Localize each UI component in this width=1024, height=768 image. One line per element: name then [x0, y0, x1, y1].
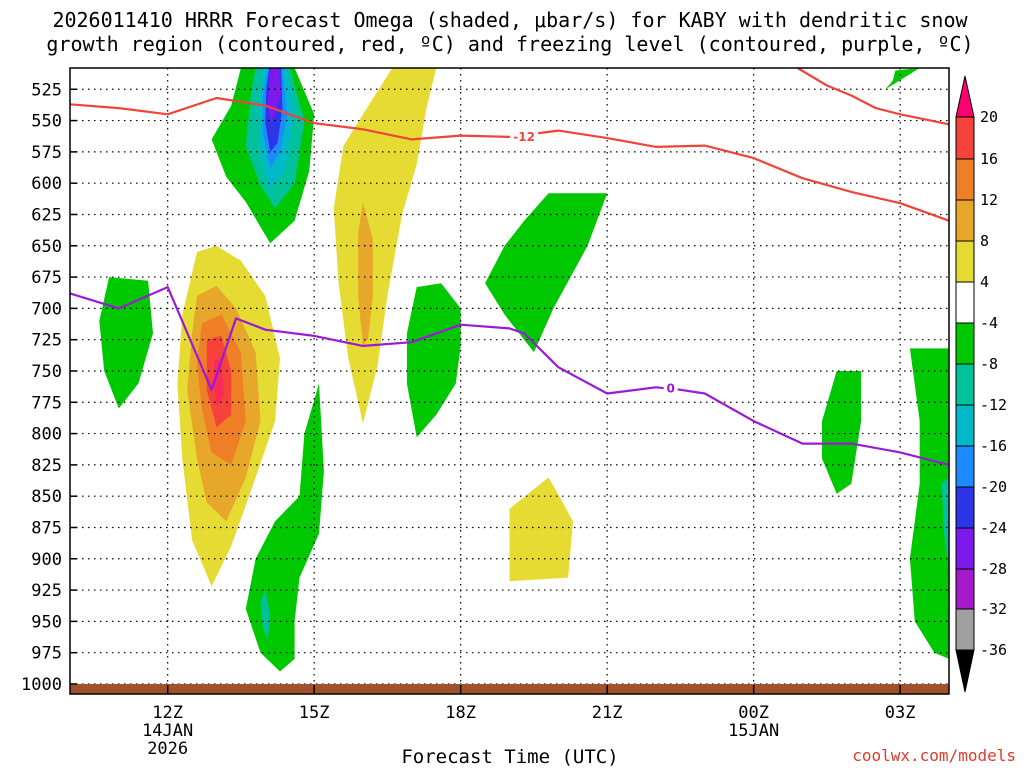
- colorbar-segment: [955, 158, 975, 201]
- omega-shading: [99, 68, 949, 672]
- y-tick-label: 750: [31, 362, 62, 382]
- contours: [69, 67, 950, 466]
- colorbar-top-arrow: [955, 75, 975, 118]
- x-tick-label: 18Z: [445, 703, 476, 723]
- y-tick-label: 925: [31, 581, 62, 601]
- x-tick-label: 12Z: [152, 703, 183, 723]
- y-tick-label: 975: [31, 644, 62, 664]
- contour-line-2: [797, 67, 950, 126]
- colorbar-label: -8: [980, 355, 998, 373]
- credit-link[interactable]: coolwx.com/models: [852, 746, 1016, 765]
- y-tick-label: 675: [31, 268, 62, 288]
- omega-region-7: [358, 202, 373, 346]
- colorbar: 20 16 12 8 4 -4 -8 -12 -16 -20 -24 -28 -32 -36: [955, 75, 1007, 693]
- colorbar-label: 12: [980, 191, 998, 209]
- colorbar-segment: [955, 199, 975, 242]
- x-tick-date-label: 15JAN: [728, 721, 779, 741]
- y-tick-label: 700: [31, 299, 62, 319]
- contour-labels: -12 0: [510, 129, 678, 396]
- colorbar-label: -12: [980, 396, 1007, 414]
- x-tick-label: 00Z: [738, 703, 769, 723]
- y-tick-label: 600: [31, 174, 62, 194]
- omega-region-20: [885, 68, 920, 90]
- y-tick-label: 650: [31, 237, 62, 257]
- chart-title-line-2: growth region (contoured, red, ºC) and f…: [46, 32, 973, 56]
- y-tick-label: 575: [31, 143, 62, 163]
- colorbar-label: -4: [980, 314, 998, 332]
- y-tick-label: 525: [31, 80, 62, 100]
- omega-region-21: [909, 348, 949, 659]
- y-tick-label: 850: [31, 487, 62, 507]
- y-tick-label: 875: [31, 518, 62, 538]
- contour-line-1: [69, 286, 950, 466]
- contour-label-bg: [663, 381, 678, 396]
- colorbar-label: -32: [980, 600, 1007, 618]
- y-tick-label: 900: [31, 550, 62, 570]
- x-axis-title: Forecast Time (UTC): [401, 746, 618, 768]
- contour-line-0: [69, 96, 950, 222]
- plot-frame: [69, 67, 950, 695]
- colorbar-label: -20: [980, 478, 1007, 496]
- colorbar-bottom-arrow: [955, 649, 975, 693]
- omega-region-22: [941, 477, 949, 572]
- y-axis: 525 550 575 600 625 650 675 700 725 750 775 800 825 8…: [21, 80, 77, 695]
- y-tick-label: 1000: [21, 675, 62, 695]
- dgz-contour-label: -12: [513, 130, 535, 144]
- freezing-contour-label: 0: [666, 382, 674, 396]
- x-tick-label: 03Z: [885, 703, 916, 723]
- y-tick-label: 950: [31, 612, 62, 632]
- colorbar-segment: [955, 116, 975, 160]
- contour-label-bg: [510, 129, 539, 144]
- colorbar-segment: [955, 568, 975, 610]
- omega-region-15: [260, 590, 271, 641]
- colorbar-segment: [955, 363, 975, 406]
- y-tick-label: 550: [31, 112, 62, 132]
- y-tick-label: 625: [31, 205, 62, 225]
- omega-region-6: [333, 68, 437, 424]
- y-tick-label: 825: [31, 456, 62, 476]
- colorbar-segment: [955, 486, 975, 529]
- colorbar-segment: [955, 281, 975, 324]
- omega-region-5: [267, 68, 281, 124]
- y-tick-label: 775: [31, 393, 62, 413]
- omega-region-8: [99, 277, 153, 409]
- colorbar-segment: [955, 445, 975, 488]
- grid: [70, 68, 949, 694]
- colorbar-label: -36: [980, 641, 1007, 659]
- colorbar-segment: [955, 240, 975, 283]
- colorbar-label: -28: [980, 560, 1007, 578]
- y-tick-label: 725: [31, 331, 62, 351]
- colorbar-label: 8: [980, 232, 989, 250]
- omega-region-13: [214, 358, 224, 406]
- colorbar-label: -24: [980, 519, 1007, 537]
- omega-region-16: [485, 193, 608, 353]
- colorbar-label: -16: [980, 437, 1007, 455]
- colorbar-label: 4: [980, 273, 989, 291]
- y-tick-label: 800: [31, 425, 62, 445]
- omega-region-17: [406, 283, 461, 438]
- colorbar-segment: [955, 608, 975, 651]
- ground-surface: [70, 684, 949, 694]
- colorbar-segment: [955, 527, 975, 570]
- colorbar-label: 16: [980, 150, 998, 168]
- chart-title-line-1: 2026011410 HRRR Forecast Omega (shaded, …: [52, 8, 968, 32]
- x-tick-label: 15Z: [299, 703, 330, 723]
- omega-region-19: [822, 371, 862, 494]
- colorbar-segment: [955, 322, 975, 365]
- omega-region-18: [509, 477, 573, 582]
- x-tick-date-label: 14JAN: [142, 721, 193, 741]
- x-tick-year-label: 2026: [147, 739, 188, 759]
- colorbar-segment: [955, 404, 975, 447]
- x-tick-label: 21Z: [592, 703, 623, 723]
- colorbar-label: 20: [980, 108, 998, 126]
